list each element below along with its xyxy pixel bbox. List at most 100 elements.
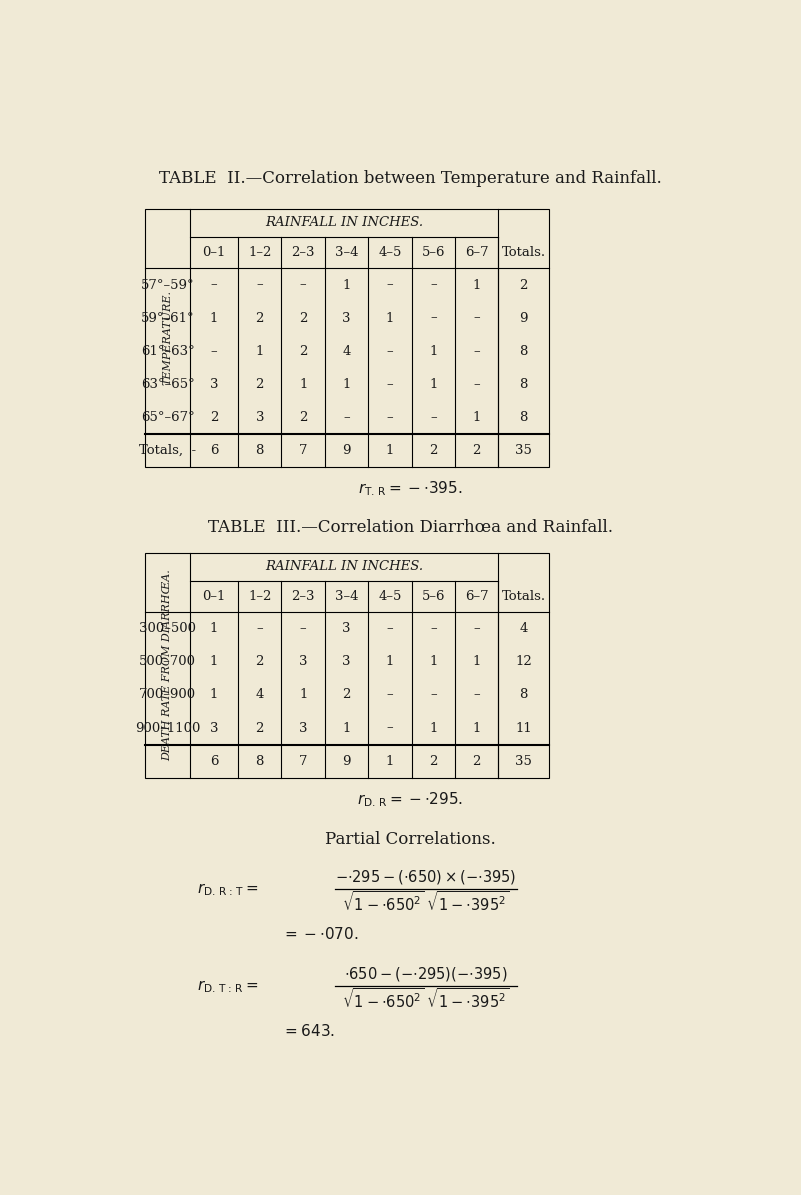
Text: 1: 1 bbox=[473, 655, 481, 668]
Text: RAINFALL IN INCHES.: RAINFALL IN INCHES. bbox=[265, 560, 423, 574]
Text: Partial Correlations.: Partial Correlations. bbox=[324, 831, 496, 847]
Text: TABLE  III.—Correlation Diarrhœa and Rainfall.: TABLE III.—Correlation Diarrhœa and Rain… bbox=[207, 519, 613, 535]
Text: 3: 3 bbox=[210, 722, 219, 735]
Text: DEATH RATE FROM DIARRHŒA.: DEATH RATE FROM DIARRHŒA. bbox=[163, 569, 172, 761]
Text: 9: 9 bbox=[342, 755, 351, 767]
Text: 2: 2 bbox=[256, 312, 264, 325]
Text: 7: 7 bbox=[299, 445, 308, 456]
Text: 2: 2 bbox=[210, 411, 218, 424]
Text: 11: 11 bbox=[515, 722, 532, 735]
Text: –: – bbox=[473, 344, 480, 357]
Text: 700–900: 700–900 bbox=[139, 688, 196, 701]
Text: 3: 3 bbox=[256, 411, 264, 424]
Text: 1–2: 1–2 bbox=[248, 246, 272, 259]
Text: 1: 1 bbox=[473, 278, 481, 292]
Text: 8: 8 bbox=[520, 411, 528, 424]
Text: 9: 9 bbox=[519, 312, 528, 325]
Text: 4: 4 bbox=[342, 344, 351, 357]
Text: –: – bbox=[387, 278, 393, 292]
Text: –: – bbox=[211, 278, 217, 292]
Text: Totals.: Totals. bbox=[501, 246, 545, 259]
Text: 1: 1 bbox=[473, 722, 481, 735]
Text: 2: 2 bbox=[256, 378, 264, 391]
Text: 1: 1 bbox=[429, 378, 437, 391]
Text: –: – bbox=[211, 344, 217, 357]
Text: Totals,  -: Totals, - bbox=[139, 445, 196, 456]
Text: 1: 1 bbox=[299, 378, 308, 391]
Text: –: – bbox=[387, 378, 393, 391]
Text: 59°–61°: 59°–61° bbox=[141, 312, 195, 325]
Text: Totals.: Totals. bbox=[501, 590, 545, 603]
Text: 2–3: 2–3 bbox=[292, 590, 315, 603]
Text: 1: 1 bbox=[210, 623, 218, 636]
Text: 61°–63°: 61°–63° bbox=[141, 344, 195, 357]
Text: 6–7: 6–7 bbox=[465, 590, 489, 603]
Text: 1: 1 bbox=[473, 411, 481, 424]
Text: –: – bbox=[430, 688, 437, 701]
Text: 1: 1 bbox=[342, 722, 351, 735]
Text: –: – bbox=[430, 278, 437, 292]
Text: 1: 1 bbox=[429, 344, 437, 357]
Text: –: – bbox=[256, 278, 263, 292]
Text: 63°–65°: 63°–65° bbox=[141, 378, 195, 391]
Text: 2: 2 bbox=[299, 344, 308, 357]
Text: 1: 1 bbox=[386, 655, 394, 668]
Text: 2: 2 bbox=[256, 655, 264, 668]
Bar bbox=[145, 552, 549, 778]
Text: 8: 8 bbox=[256, 755, 264, 767]
Text: $r_{\mathrm{D.\,T:\,R}}=$: $r_{\mathrm{D.\,T:\,R}}=$ bbox=[197, 978, 259, 994]
Text: 1: 1 bbox=[210, 688, 218, 701]
Text: 2: 2 bbox=[473, 755, 481, 767]
Text: 3: 3 bbox=[210, 378, 219, 391]
Text: $\sqrt{1-{\cdot}650^2}\;\sqrt{1-{\cdot}395^2}$: $\sqrt{1-{\cdot}650^2}\;\sqrt{1-{\cdot}3… bbox=[342, 987, 509, 1011]
Text: 2: 2 bbox=[299, 312, 308, 325]
Text: 35: 35 bbox=[515, 445, 532, 456]
Text: 12: 12 bbox=[515, 655, 532, 668]
Text: –: – bbox=[300, 278, 307, 292]
Text: 2: 2 bbox=[520, 278, 528, 292]
Text: –: – bbox=[473, 623, 480, 636]
Text: $-{\cdot}295-({\cdot}650)\times(-{\cdot}395)$: $-{\cdot}295-({\cdot}650)\times(-{\cdot}… bbox=[335, 868, 517, 885]
Text: $= 643.$: $= 643.$ bbox=[282, 1023, 336, 1040]
Text: 3–4: 3–4 bbox=[335, 590, 358, 603]
Text: 2: 2 bbox=[299, 411, 308, 424]
Text: –: – bbox=[344, 411, 350, 424]
Text: 1: 1 bbox=[429, 722, 437, 735]
Text: –: – bbox=[387, 344, 393, 357]
Text: 35: 35 bbox=[515, 755, 532, 767]
Text: –: – bbox=[300, 623, 307, 636]
Text: –: – bbox=[387, 722, 393, 735]
Text: $\sqrt{1-{\cdot}650^2}\;\sqrt{1-{\cdot}395^2}$: $\sqrt{1-{\cdot}650^2}\;\sqrt{1-{\cdot}3… bbox=[342, 890, 509, 914]
Text: –: – bbox=[473, 312, 480, 325]
Text: 1: 1 bbox=[386, 445, 394, 456]
Text: 1: 1 bbox=[256, 344, 264, 357]
Text: 7: 7 bbox=[299, 755, 308, 767]
Text: 1: 1 bbox=[429, 655, 437, 668]
Text: 0–1: 0–1 bbox=[203, 246, 226, 259]
Text: 1: 1 bbox=[342, 278, 351, 292]
Text: 4: 4 bbox=[256, 688, 264, 701]
Text: 5–6: 5–6 bbox=[421, 590, 445, 603]
Text: –: – bbox=[430, 411, 437, 424]
Text: 3: 3 bbox=[342, 655, 351, 668]
Text: –: – bbox=[387, 688, 393, 701]
Text: 5–6: 5–6 bbox=[421, 246, 445, 259]
Text: 57°–59°: 57°–59° bbox=[141, 278, 195, 292]
Text: TABLE  II.—Correlation between Temperature and Rainfall.: TABLE II.—Correlation between Temperatur… bbox=[159, 170, 662, 186]
Text: TEMPERATURE.: TEMPERATURE. bbox=[163, 290, 172, 386]
Text: 6–7: 6–7 bbox=[465, 246, 489, 259]
Text: $r_{\mathrm{D.\,R}} = -{\cdot}295.$: $r_{\mathrm{D.\,R}} = -{\cdot}295.$ bbox=[357, 790, 463, 809]
Text: RAINFALL IN INCHES.: RAINFALL IN INCHES. bbox=[265, 216, 423, 229]
Text: 1: 1 bbox=[386, 312, 394, 325]
Text: 2: 2 bbox=[429, 445, 437, 456]
Text: 1: 1 bbox=[386, 755, 394, 767]
Text: 2: 2 bbox=[429, 755, 437, 767]
Text: $r_{\mathrm{T.\,R}} = -{\cdot}395.$: $r_{\mathrm{T.\,R}} = -{\cdot}395.$ bbox=[358, 479, 462, 498]
Text: 3: 3 bbox=[299, 655, 308, 668]
Text: 2: 2 bbox=[256, 722, 264, 735]
Text: $r_{\mathrm{D.\,R:\,T}}=$: $r_{\mathrm{D.\,R:\,T}}=$ bbox=[197, 881, 259, 897]
Text: 8: 8 bbox=[520, 688, 528, 701]
Text: –: – bbox=[430, 312, 437, 325]
Text: 3–4: 3–4 bbox=[335, 246, 358, 259]
Text: 3: 3 bbox=[342, 623, 351, 636]
